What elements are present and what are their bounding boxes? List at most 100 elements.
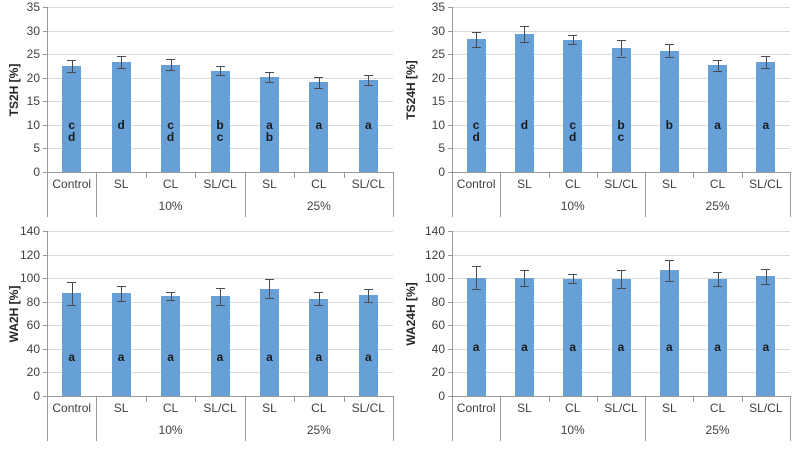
x-category-label: SL/CL <box>203 177 237 191</box>
y-tick-mark <box>448 172 452 173</box>
y-axis-title: WA2H [%] <box>7 285 21 342</box>
sig-letter: a <box>167 350 174 365</box>
sig-letter: c <box>216 129 224 144</box>
bar <box>259 288 279 396</box>
group-separator <box>452 396 453 441</box>
category-tick <box>343 172 345 178</box>
y-tick-label: 10 <box>431 117 445 132</box>
bar <box>708 279 728 396</box>
category-tick <box>741 396 743 402</box>
sig-letter: c <box>617 129 625 144</box>
x-category-label: Control <box>52 401 92 415</box>
error-bar-cap-bottom <box>116 300 126 302</box>
error-bar-cap-bottom <box>519 286 529 288</box>
error-bar-cap-top <box>519 269 529 271</box>
y-tick-mark <box>43 101 47 103</box>
y-tick-mark <box>43 172 47 173</box>
category-tick <box>548 172 550 178</box>
sig-letter: b <box>216 117 224 132</box>
x-category-label: CL <box>709 177 726 191</box>
group-separator <box>500 396 502 441</box>
y-tick-label: 5 <box>438 141 445 156</box>
y-tick-label: 80 <box>26 294 40 309</box>
bar <box>111 62 131 172</box>
x-category-label: CL <box>311 177 327 191</box>
y-tick-mark <box>448 372 452 374</box>
x-axis-line <box>452 396 791 397</box>
category-tick <box>195 172 197 178</box>
x-group-label: 10% <box>158 423 183 437</box>
group-separator <box>790 172 791 217</box>
y-axis-line <box>47 231 48 396</box>
error-bar-line <box>572 34 574 45</box>
y-tick-mark <box>448 7 452 8</box>
error-bar-cap-top <box>616 270 626 272</box>
x-category-label: Control <box>52 177 92 191</box>
x-category-label: SL <box>517 401 532 415</box>
x-category-label: CL <box>311 401 327 415</box>
x-category-label: CL <box>162 177 179 191</box>
sig-letter: d <box>472 129 480 144</box>
error-bar-cap-top <box>713 60 723 62</box>
error-bar-line <box>621 40 622 57</box>
sig-letter: a <box>117 350 125 365</box>
error-bar-cap-bottom <box>713 70 723 72</box>
bar <box>111 293 131 396</box>
y-tick-label: 30 <box>431 23 445 38</box>
x-group-label: 10% <box>560 199 585 213</box>
sig-letter: b <box>265 129 274 144</box>
x-category-label: CL <box>709 401 726 415</box>
error-bar-cap-bottom <box>116 68 126 70</box>
bar <box>563 278 583 396</box>
group-separator <box>393 172 394 217</box>
error-bar-cap-top <box>166 291 176 293</box>
sig-letter: a <box>266 350 273 365</box>
sig-letter: a <box>216 350 224 365</box>
bar <box>466 277 486 396</box>
group-separator <box>96 396 98 441</box>
bar <box>358 295 378 396</box>
y-tick-label: 0 <box>438 165 445 179</box>
y-axis-line <box>47 7 48 172</box>
gridline <box>47 254 393 256</box>
x-category-label: SL/CL <box>749 401 783 415</box>
group-separator <box>645 396 647 441</box>
error-bar-cap-bottom <box>264 82 274 84</box>
error-bar-cap-bottom <box>471 289 481 291</box>
bar <box>563 39 583 172</box>
error-bar-cap-bottom <box>314 88 324 90</box>
error-bar-cap-bottom <box>616 288 626 290</box>
y-tick-mark <box>43 278 47 280</box>
error-bar-cap-bottom <box>314 305 324 307</box>
y-tick-label: 40 <box>26 341 40 356</box>
gridline <box>452 254 790 256</box>
x-group-label: 10% <box>158 199 183 213</box>
y-tick-label: 60 <box>431 318 445 333</box>
error-bar-cap-bottom <box>761 68 771 70</box>
y-tick-mark <box>43 301 47 303</box>
group-separator <box>452 172 453 217</box>
x-group-label: 10% <box>560 423 585 437</box>
error-bar-line <box>220 65 221 76</box>
y-tick-mark <box>43 124 47 126</box>
error-bar-line <box>170 291 172 300</box>
group-separator <box>47 396 48 441</box>
bar <box>309 298 329 396</box>
bar <box>611 279 631 396</box>
category-tick <box>596 396 598 402</box>
y-tick-label: 0 <box>438 389 445 403</box>
error-bar-cap-bottom <box>166 69 176 71</box>
category-tick <box>693 396 695 402</box>
sig-letter: a <box>617 339 625 354</box>
error-bar-line <box>368 288 370 302</box>
x-category-label: SL/CL <box>351 177 385 191</box>
x-category-label: Control <box>456 177 496 191</box>
chart-wa24h: WA24H [%] 140 120 100 80 60 40 20 0 a Control a SL a C… <box>397 224 794 449</box>
error-bar-line <box>621 270 622 289</box>
x-axis-line <box>47 172 394 173</box>
error-bar-line <box>71 282 73 305</box>
sig-letter: d <box>166 129 175 144</box>
y-tick-label: 0 <box>33 165 40 179</box>
error-bar-cap-top <box>761 56 771 58</box>
y-tick-label: 20 <box>431 70 445 85</box>
